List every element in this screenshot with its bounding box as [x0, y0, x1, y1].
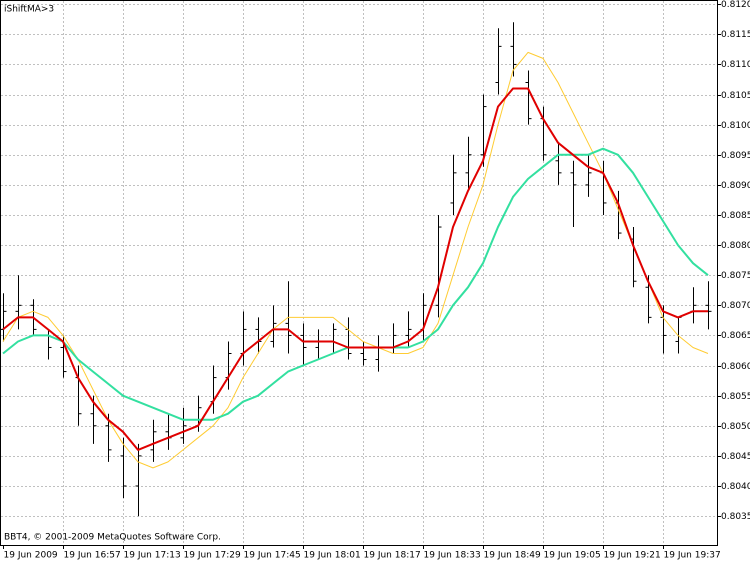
- x-tick-label: 19 Jun 19:37: [664, 551, 721, 561]
- y-tick-label: 0.8055: [721, 392, 750, 402]
- y-tick-label: 0.8095: [721, 151, 750, 161]
- grid: [1, 1, 717, 545]
- moving-average: [2, 51, 709, 469]
- moving-average: [2, 87, 708, 451]
- x-tick-label: 19 Jun 18:17: [364, 551, 421, 561]
- x-tick-label: 19 Jun 18:49: [484, 551, 541, 561]
- y-tick-label: 0.8115: [721, 30, 750, 40]
- plot-frame: [0, 0, 718, 546]
- y-tick-label: 0.8050: [721, 422, 750, 432]
- y-tick-label: 0.8060: [721, 362, 750, 372]
- y-tick-label: 0.8040: [721, 482, 750, 492]
- y-tick-label: 0.8110: [721, 60, 750, 70]
- x-tick-label: 19 Jun 17:29: [184, 551, 241, 561]
- y-tick-label: 0.8120: [721, 0, 750, 10]
- y-tick-label: 0.8100: [721, 121, 750, 131]
- y-tick-label: 0.8070: [721, 301, 750, 311]
- y-tick-label: 0.8075: [721, 271, 750, 281]
- y-tick-label: 0.8080: [721, 241, 750, 251]
- y-tick-label: 0.8085: [721, 211, 750, 221]
- x-tick-label: 19 Jun 2009: [4, 551, 58, 561]
- axis: 0.8035 0.8040 0.8045 0.8050 0.8055 0.8060 0.80…: [3, 0, 750, 561]
- x-tick-label: 19 Jun 19:05: [544, 551, 601, 561]
- x-tick-label: 19 Jun 19:21: [604, 551, 661, 561]
- x-tick-label: 19 Jun 17:13: [124, 551, 181, 561]
- x-tick-label: 19 Jun 18:01: [304, 551, 361, 561]
- chart-title: iShiftMA>3: [4, 5, 54, 15]
- y-tick-label: 0.8035: [721, 512, 750, 522]
- x-tick-label: 19 Jun 16:57: [64, 551, 121, 561]
- y-tick-label: 0.8065: [721, 331, 750, 341]
- y-tick-label: 0.8090: [721, 181, 750, 191]
- x-tick-label: 19 Jun 17:45: [244, 551, 301, 561]
- y-tick-label: 0.8105: [721, 91, 750, 101]
- x-tick-label: 19 Jun 18:33: [424, 551, 481, 561]
- y-tick-label: 0.8045: [721, 452, 750, 462]
- copyright: BBT4, © 2001-2009 MetaQuotes Software Co…: [4, 533, 221, 543]
- lines: [2, 51, 709, 469]
